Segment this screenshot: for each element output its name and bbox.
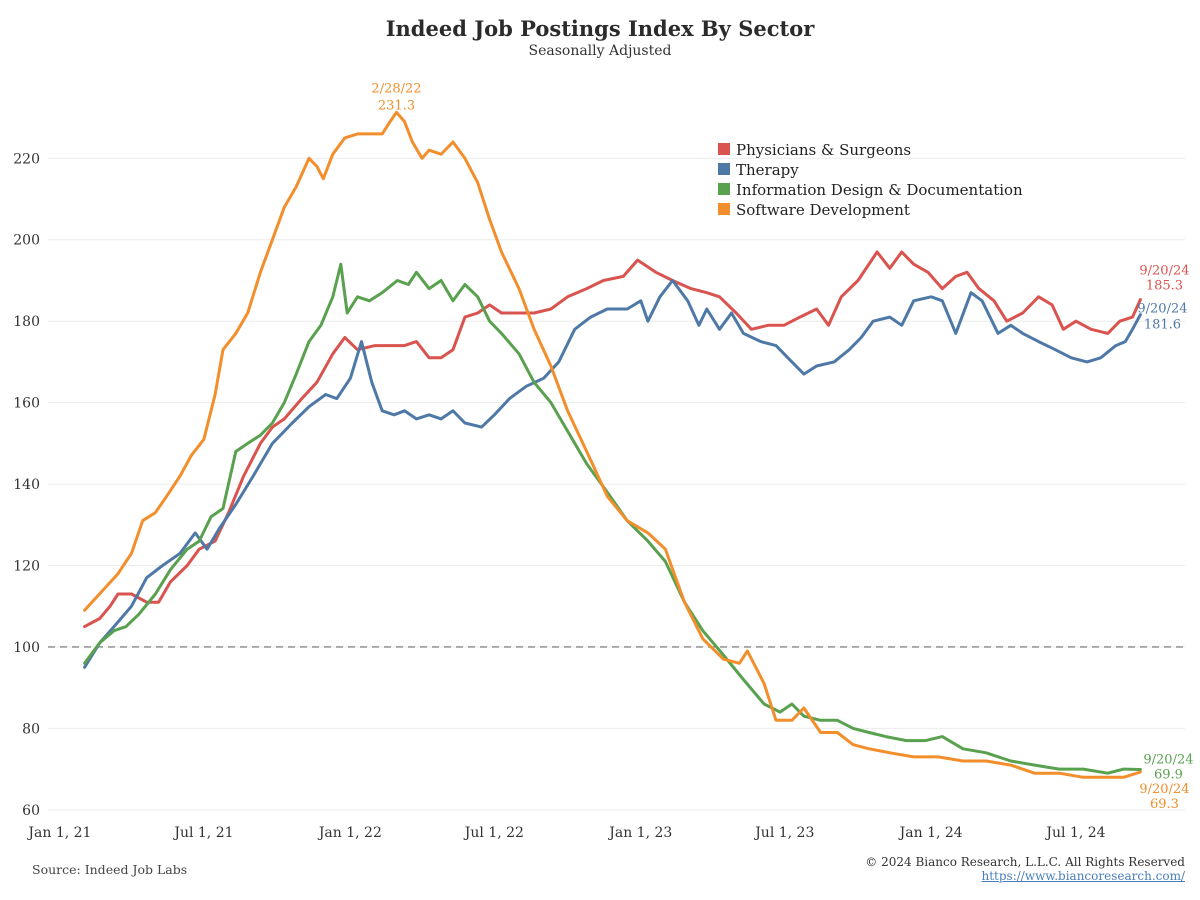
x-axis-ticks: Jan 1, 21 Jul 1, 21 Jan 1, 22 Jul 1, 22 Jan … bbox=[26, 825, 1105, 841]
legend-label-physicians-and-surgeons: Physicians & Surgeons bbox=[736, 141, 911, 159]
annotation-date-label: 9/20/24 bbox=[1139, 782, 1189, 797]
copyright-text: © 2024 Bianco Research, L.L.C. All Right… bbox=[865, 855, 1185, 869]
annotation-date-label: 9/20/24 bbox=[1139, 264, 1189, 279]
legend-swatch-information-design-and-documentation bbox=[718, 183, 730, 195]
series-lines bbox=[83, 110, 1142, 779]
x-tick-label: Jul 1, 24 bbox=[1044, 825, 1105, 841]
y-tick-label: 180 bbox=[13, 314, 40, 330]
annotation-date-label: 2/28/22 bbox=[371, 81, 421, 96]
y-axis-ticks: 60 80 100 120 140 160 180 200 220 bbox=[13, 151, 40, 819]
chart-title: Indeed Job Postings Index By Sector bbox=[385, 16, 815, 41]
legend-swatch-software-development bbox=[718, 203, 730, 215]
y-tick-label: 120 bbox=[13, 559, 40, 575]
annotation-date-label: 9/20/24 bbox=[1137, 302, 1187, 317]
annotation-date-label: 9/20/24 bbox=[1143, 753, 1193, 768]
legend-label-therapy: Therapy bbox=[736, 161, 799, 179]
annotation-value-label: 231.3 bbox=[378, 98, 415, 113]
gridlines bbox=[48, 157, 1185, 811]
x-tick-label: Jul 1, 22 bbox=[463, 825, 524, 841]
legend-label-software-development: Software Development bbox=[736, 201, 910, 219]
legend-swatch-physicians-and-surgeons bbox=[718, 143, 730, 155]
y-tick-label: 140 bbox=[13, 477, 40, 493]
y-tick-label: 60 bbox=[22, 803, 40, 819]
annotation-value-label: 69.3 bbox=[1150, 797, 1179, 812]
series-line-information-design-and-documentation bbox=[83, 262, 1142, 775]
x-tick-label: Jan 1, 24 bbox=[898, 825, 963, 841]
y-tick-label: 100 bbox=[13, 640, 40, 656]
y-tick-label: 80 bbox=[22, 721, 40, 737]
x-tick-label: Jan 1, 21 bbox=[26, 825, 91, 841]
annotation-value-label: 185.3 bbox=[1146, 279, 1183, 294]
annotations: 2/28/22231.39/20/24185.39/20/24181.69/20… bbox=[371, 81, 1193, 812]
website-link[interactable]: https://www.biancoresearch.com/ bbox=[981, 869, 1185, 883]
series-line-therapy bbox=[83, 279, 1142, 669]
source-note: Source: Indeed Job Labs bbox=[32, 862, 188, 877]
annotation-value-label: 69.9 bbox=[1154, 768, 1183, 783]
annotation-value-label: 181.6 bbox=[1144, 318, 1181, 333]
x-tick-label: Jan 1, 23 bbox=[607, 825, 672, 841]
y-tick-label: 160 bbox=[13, 396, 40, 412]
legend-label-information-design-and-documentation: Information Design & Documentation bbox=[736, 181, 1023, 199]
series-line-physicians-and-surgeons bbox=[83, 250, 1142, 629]
y-tick-label: 200 bbox=[13, 233, 40, 249]
legend: Physicians & Surgeons Therapy Information … bbox=[718, 141, 1023, 219]
x-tick-label: Jan 1, 22 bbox=[317, 825, 382, 841]
y-tick-label: 220 bbox=[13, 151, 40, 167]
x-tick-label: Jul 1, 23 bbox=[753, 825, 814, 841]
legend-swatch-therapy bbox=[718, 163, 730, 175]
x-tick-label: Jul 1, 21 bbox=[172, 825, 233, 841]
series-line-software-development bbox=[83, 110, 1142, 779]
chart-subtitle: Seasonally Adjusted bbox=[528, 43, 672, 59]
